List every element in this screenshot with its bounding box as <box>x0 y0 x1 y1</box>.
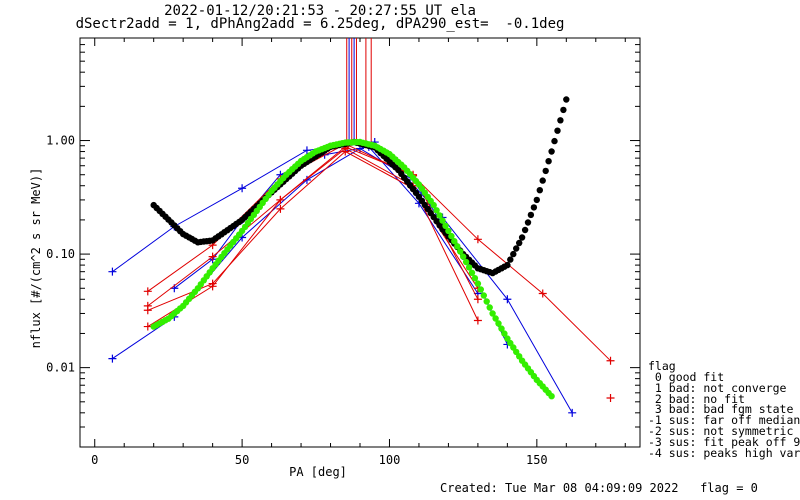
data-point-marker <box>503 295 512 304</box>
fit-dot <box>468 269 476 276</box>
data-point-marker <box>208 252 217 261</box>
fit-curve-green <box>150 138 555 400</box>
legend-item: -2 sus: not symmetric <box>648 424 794 438</box>
fit-dot <box>510 250 517 258</box>
data-point-marker <box>473 235 482 244</box>
x-axis-label: PA [deg] <box>289 465 347 479</box>
data-point-marker <box>606 394 615 403</box>
fit-dot <box>518 234 526 241</box>
fit-dot <box>436 212 443 219</box>
legend-item: -1 sus: far off median <box>648 413 800 428</box>
data-point-marker <box>276 204 285 213</box>
y-tick-label: 0.01 <box>46 361 75 375</box>
fit-dot <box>477 286 484 293</box>
fit-dot <box>489 310 496 317</box>
fit-dot <box>507 256 514 263</box>
legend-item: 1 bad: not converge <box>648 380 787 395</box>
data-point-marker <box>568 408 577 417</box>
data-point-marker <box>143 287 152 296</box>
fit-dot <box>504 261 511 269</box>
fit-dot <box>451 238 458 245</box>
fit-dot <box>483 298 490 305</box>
x-tick-label: 150 <box>526 453 548 467</box>
fit-dot <box>439 217 446 224</box>
x-tick-label: 100 <box>379 453 401 467</box>
legend-item: -3 sus: fit peak off 90 <box>648 434 800 449</box>
axes: 0 50 100 150 0.01 0.10 1.00 <box>46 37 641 467</box>
data-point-marker <box>238 184 247 193</box>
x-tick-label: 0 <box>91 453 98 467</box>
fit-dot <box>521 226 529 234</box>
fit-dot <box>462 258 470 266</box>
fit-curve-black <box>150 96 570 277</box>
x-tick-label: 50 <box>235 453 249 467</box>
fit-dot <box>498 325 505 332</box>
fit-dot <box>560 106 567 114</box>
fit-dot <box>513 245 520 252</box>
fit-dot <box>471 275 479 282</box>
fit-dot <box>536 187 543 194</box>
fit-dot <box>501 330 508 337</box>
data-point-marker <box>302 146 311 155</box>
fit-dot <box>557 117 564 124</box>
legend-item: 0 good fit <box>648 370 725 384</box>
data-point-marker <box>143 322 152 331</box>
fit-dot <box>465 264 473 271</box>
fit-dot <box>516 239 523 247</box>
fit-dot <box>548 148 555 155</box>
fit-dot <box>551 137 558 145</box>
legend-item: -4 sus: peaks high var <box>648 445 800 460</box>
fit-dot <box>548 393 555 400</box>
plot-frame <box>79 37 641 448</box>
fit-dot <box>480 292 487 299</box>
fit-dot <box>542 167 549 175</box>
y-tick-label: 0.10 <box>46 247 75 261</box>
data-point-marker <box>108 354 117 363</box>
data-point-marker <box>473 316 482 325</box>
data-point-marker <box>606 356 615 365</box>
y-tick-label: 1.00 <box>46 134 75 148</box>
fit-dot <box>524 219 532 226</box>
data-layer <box>108 38 615 417</box>
data-point-marker <box>108 267 117 276</box>
data-series-line <box>112 141 573 414</box>
fit-dot <box>442 222 449 229</box>
fit-dot <box>457 248 464 255</box>
data-point-marker <box>276 195 285 204</box>
data-series-line <box>147 148 479 321</box>
data-point-marker <box>208 282 217 291</box>
fit-dot <box>454 243 461 250</box>
chart-title-line2: dSectr2add = 1, dPhAng2add = 6.25deg, dP… <box>75 16 565 32</box>
data-point-marker <box>538 289 547 298</box>
fit-dot <box>474 280 482 287</box>
footer-created: Created: Tue Mar 08 04:09:09 2022 flag =… <box>440 481 758 495</box>
fit-dot <box>554 127 561 134</box>
chart-title-line1: 2022-01-12/20:21:53 - 20:27:55 UT ela <box>164 3 476 19</box>
data-point-marker <box>473 295 482 304</box>
fit-dot <box>530 204 538 211</box>
fit-dot <box>430 201 437 209</box>
fit-dot <box>448 232 455 240</box>
data-point-marker <box>143 306 152 315</box>
fit-dot <box>492 315 499 322</box>
data-series-line <box>147 146 479 328</box>
fit-dot <box>433 207 440 214</box>
fit-dot <box>539 177 546 184</box>
legend-item: 3 bad: bad fgm state <box>648 402 794 417</box>
legend-item: 2 bad: no fit <box>648 391 745 406</box>
fit-dot <box>486 304 493 311</box>
fit-dot <box>563 96 570 103</box>
legend-title: flag <box>648 359 676 373</box>
fit-dot <box>545 158 552 165</box>
fit-dot <box>495 320 502 327</box>
y-axis-label: nflux [#/(cm^2 s sr MeV)] <box>29 168 43 349</box>
fit-dot <box>533 196 540 204</box>
fit-dot <box>445 227 452 235</box>
fit-dot <box>460 253 467 260</box>
fit-dot <box>527 211 535 219</box>
